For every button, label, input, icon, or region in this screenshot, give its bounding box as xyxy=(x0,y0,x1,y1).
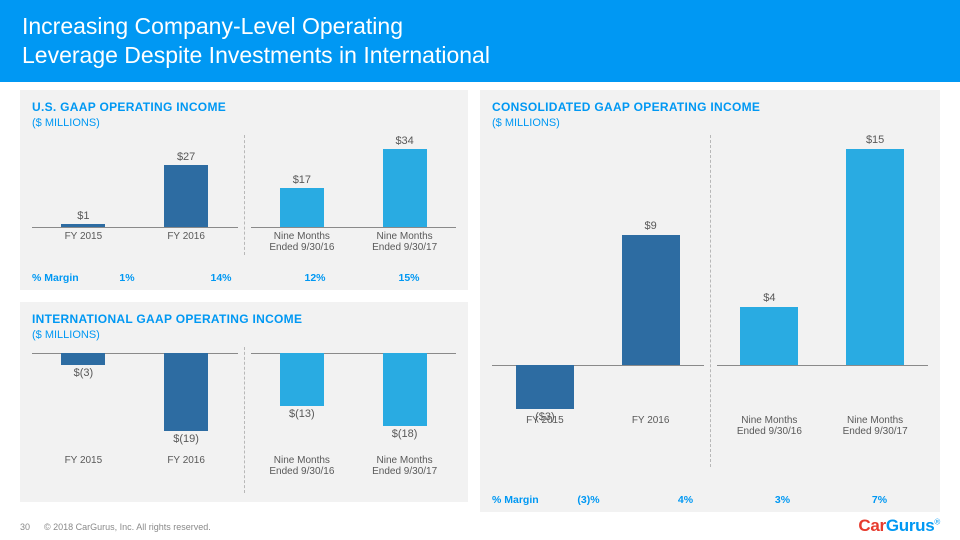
slide-header: Increasing Company-Level Operating Lever… xyxy=(0,0,960,82)
bar xyxy=(622,235,680,365)
us-divider xyxy=(244,135,245,255)
margin-value: (3)% xyxy=(540,494,637,506)
bar-column: $(18)Nine Months Ended 9/30/17 xyxy=(383,347,427,493)
bar xyxy=(280,188,324,227)
cons-margin-values: (3)%4%3%7% xyxy=(540,494,928,506)
margin-value: 4% xyxy=(637,494,734,506)
category-label: FY 2016 xyxy=(141,231,231,243)
category-label: Nine Months Ended 9/30/16 xyxy=(724,415,814,438)
us-chart: $1FY 2015$27FY 2016 $17Nine Months Ended… xyxy=(32,135,456,255)
bar xyxy=(61,224,105,226)
title-line-2: Leverage Despite Investments in Internat… xyxy=(22,42,490,68)
bar xyxy=(383,353,427,427)
intl-group-fy: $(3)FY 2015$(19)FY 2016 xyxy=(32,347,238,493)
cons-margin-row: % Margin (3)%4%3%7% xyxy=(492,494,928,506)
category-label: Nine Months Ended 9/30/16 xyxy=(257,455,347,478)
us-group-9m: $17Nine Months Ended 9/30/16$34Nine Mont… xyxy=(251,135,457,255)
value-label: $(3) xyxy=(53,367,113,379)
slide-footer: 30 © 2018 CarGurus, Inc. All rights rese… xyxy=(0,514,960,540)
panel-us-subtitle: ($ MILLIONS) xyxy=(32,117,456,129)
panel-us-title: U.S. GAAP OPERATING INCOME xyxy=(32,100,456,116)
logo-part-gurus: Gurus xyxy=(886,516,935,535)
logo-tm: ® xyxy=(934,517,940,526)
bar-column: $(3)FY 2015 xyxy=(61,347,105,493)
bar-column: ($3)FY 2015 xyxy=(516,135,574,467)
us-group-fy: $1FY 2015$27FY 2016 xyxy=(32,135,238,255)
bar xyxy=(846,149,904,366)
margin-value: 1% xyxy=(80,272,174,284)
left-column: U.S. GAAP OPERATING INCOME ($ MILLIONS) … xyxy=(20,90,468,512)
value-label: $17 xyxy=(272,174,332,186)
value-label: $(19) xyxy=(156,433,216,445)
value-label: $(13) xyxy=(272,408,332,420)
category-label: Nine Months Ended 9/30/17 xyxy=(360,231,450,254)
bar-column: $(19)FY 2016 xyxy=(164,347,208,493)
category-label: FY 2015 xyxy=(38,231,128,243)
right-column: CONSOLIDATED GAAP OPERATING INCOME ($ MI… xyxy=(480,90,940,512)
bar-column: $17Nine Months Ended 9/30/16 xyxy=(280,135,324,255)
panel-intl-gaap: INTERNATIONAL GAAP OPERATING INCOME ($ M… xyxy=(20,302,468,502)
bar-column: $9FY 2016 xyxy=(622,135,680,467)
logo-part-car: Car xyxy=(858,516,885,535)
value-label: $1 xyxy=(53,210,113,222)
bar-column: $1FY 2015 xyxy=(61,135,105,255)
panel-cons-subtitle: ($ MILLIONS) xyxy=(492,117,928,129)
panel-us-gaap: U.S. GAAP OPERATING INCOME ($ MILLIONS) … xyxy=(20,90,468,290)
value-label: $34 xyxy=(375,135,435,147)
content-area: U.S. GAAP OPERATING INCOME ($ MILLIONS) … xyxy=(20,90,940,512)
cargurus-logo: CarGurus® xyxy=(858,516,940,536)
bar-column: $4Nine Months Ended 9/30/16 xyxy=(740,135,798,467)
panel-intl-title: INTERNATIONAL GAAP OPERATING INCOME xyxy=(32,312,456,328)
title-line-1: Increasing Company-Level Operating xyxy=(22,13,403,39)
margin-value: 12% xyxy=(268,272,362,284)
bar xyxy=(740,307,798,365)
category-label: FY 2016 xyxy=(606,415,696,427)
margin-value: 15% xyxy=(362,272,456,284)
slide-title: Increasing Company-Level Operating Lever… xyxy=(22,12,490,70)
bar xyxy=(280,353,324,406)
intl-divider xyxy=(244,347,245,493)
panel-intl-subtitle: ($ MILLIONS) xyxy=(32,329,456,341)
us-margin-row: % Margin 1%14%12%15% xyxy=(32,272,456,284)
category-label: FY 2015 xyxy=(38,455,128,467)
cons-divider xyxy=(710,135,711,467)
value-label: $27 xyxy=(156,151,216,163)
cons-group-fy: ($3)FY 2015$9FY 2016 xyxy=(492,135,704,467)
bar-column: $34Nine Months Ended 9/30/17 xyxy=(383,135,427,255)
category-label: Nine Months Ended 9/30/17 xyxy=(360,455,450,478)
copyright-text: © 2018 CarGurus, Inc. All rights reserve… xyxy=(44,522,211,532)
intl-group-9m: $(13)Nine Months Ended 9/30/16$(18)Nine … xyxy=(251,347,457,493)
panel-consolidated: CONSOLIDATED GAAP OPERATING INCOME ($ MI… xyxy=(480,90,940,512)
panel-cons-title: CONSOLIDATED GAAP OPERATING INCOME xyxy=(492,100,928,116)
bar xyxy=(164,165,208,227)
value-label: $15 xyxy=(845,134,905,146)
category-label: FY 2016 xyxy=(141,455,231,467)
bar-column: $(13)Nine Months Ended 9/30/16 xyxy=(280,347,324,493)
bar-column: $15Nine Months Ended 9/30/17 xyxy=(846,135,904,467)
page-number: 30 xyxy=(20,522,30,532)
bar xyxy=(164,353,208,431)
cons-margin-label: % Margin xyxy=(492,494,540,506)
bar-column: $27FY 2016 xyxy=(164,135,208,255)
us-margin-label: % Margin xyxy=(32,272,80,284)
bar xyxy=(61,353,105,365)
intl-chart: $(3)FY 2015$(19)FY 2016 $(13)Nine Months… xyxy=(32,347,456,493)
cons-group-9m: $4Nine Months Ended 9/30/16$15Nine Month… xyxy=(717,135,929,467)
us-margin-values: 1%14%12%15% xyxy=(80,272,456,284)
margin-value: 14% xyxy=(174,272,268,284)
margin-value: 3% xyxy=(734,494,831,506)
margin-value: 7% xyxy=(831,494,928,506)
value-label: $9 xyxy=(621,220,681,232)
category-label: Nine Months Ended 9/30/16 xyxy=(257,231,347,254)
value-label: $(18) xyxy=(375,428,435,440)
bar xyxy=(516,365,574,408)
cons-chart: ($3)FY 2015$9FY 2016 $4Nine Months Ended… xyxy=(492,135,928,467)
value-label: $4 xyxy=(739,292,799,304)
bar xyxy=(383,149,427,227)
category-label: FY 2015 xyxy=(500,415,590,427)
category-label: Nine Months Ended 9/30/17 xyxy=(830,415,920,438)
